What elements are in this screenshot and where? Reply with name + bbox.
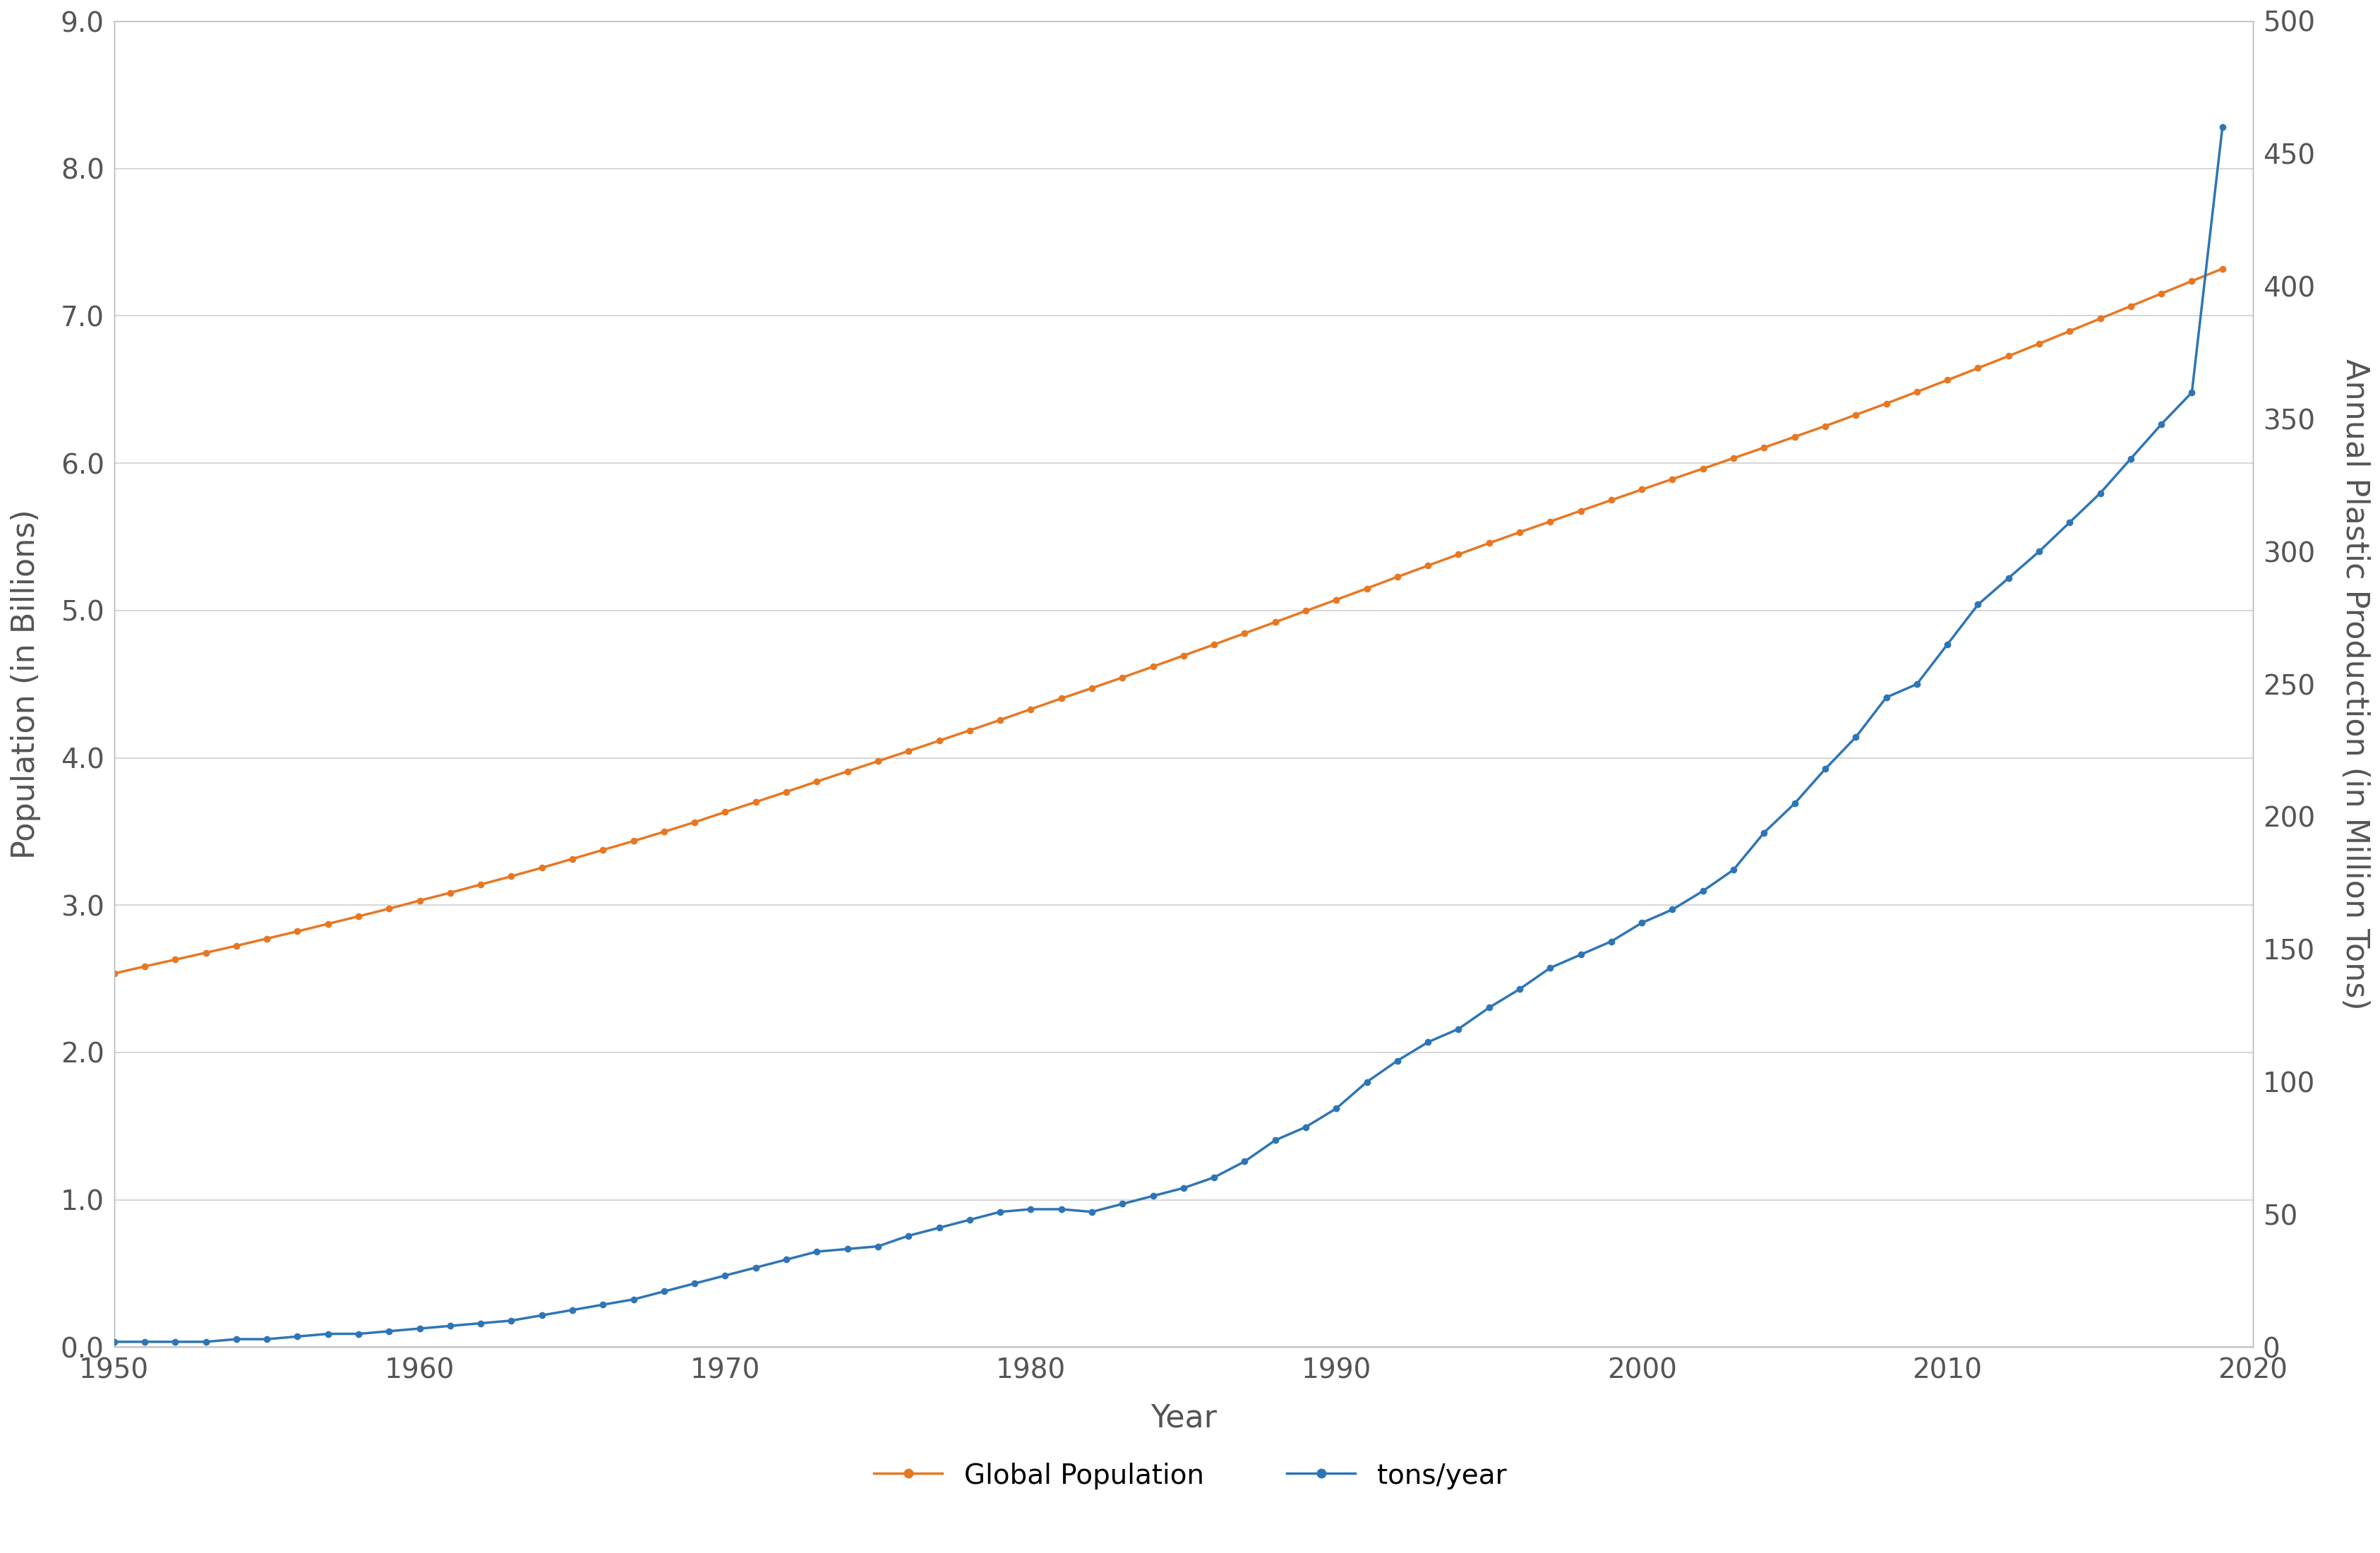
Global Population <box>650 823 678 842</box>
X-axis label: Year: Year <box>1150 1404 1216 1433</box>
Y-axis label: Annual Plastic Production (in Million Tons): Annual Plastic Production (in Million To… <box>2340 359 2370 1009</box>
Legend: Global Population, tons/year: Global Population, tons/year <box>862 1451 1518 1500</box>
Global Population <box>1261 613 1290 632</box>
Y-axis label: Population (in Billions): Population (in Billions) <box>10 509 40 859</box>
Global Population <box>1871 394 1899 413</box>
Line: Global Population: Global Population <box>112 266 2225 977</box>
tons/year <box>1902 676 1930 694</box>
Global Population <box>100 964 129 983</box>
tons/year <box>588 1295 616 1314</box>
Global Population <box>588 840 616 859</box>
tons/year <box>740 1258 769 1277</box>
Global Population <box>1902 382 1930 401</box>
tons/year <box>100 1332 129 1351</box>
tons/year <box>1261 1131 1290 1149</box>
tons/year <box>2209 118 2237 137</box>
Line: tons/year: tons/year <box>112 124 2225 1345</box>
tons/year <box>1871 688 1899 707</box>
Global Population <box>2209 259 2237 278</box>
tons/year <box>650 1283 678 1301</box>
Global Population <box>740 792 769 811</box>
